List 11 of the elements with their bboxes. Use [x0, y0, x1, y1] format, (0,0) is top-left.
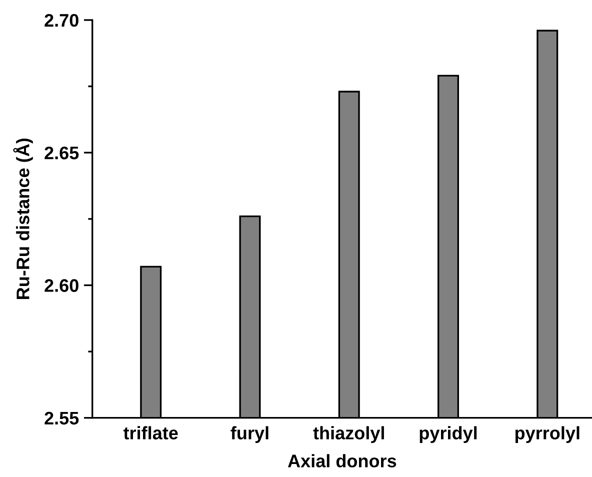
y-tick-label: 2.55 — [44, 412, 79, 425]
x-axis-title: Axial donors — [288, 454, 396, 468]
text: 2.70 — [44, 14, 78, 27]
y-axis-title: Ru-Ru distance (Å) — [13, 138, 33, 299]
x-tick-label: furyl — [230, 426, 268, 444]
x-tick-label: thiazolyl — [313, 426, 384, 444]
x-tick-label: pyrrolyl — [515, 426, 580, 444]
x-tick-label: pyridyl — [420, 426, 477, 444]
x-tick-label: triflate — [123, 426, 178, 440]
y-tick-label: 2.65 — [44, 146, 79, 160]
text: 2.60 — [44, 279, 78, 292]
